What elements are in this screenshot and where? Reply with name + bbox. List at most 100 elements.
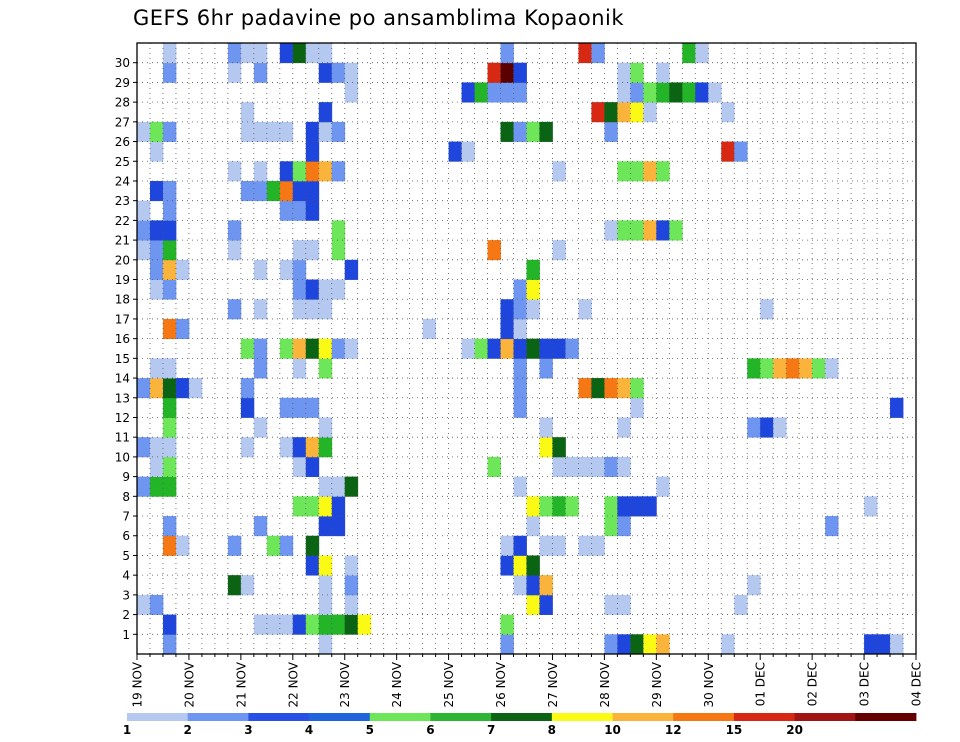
heat-cell xyxy=(630,397,644,418)
heat-cell xyxy=(643,496,657,517)
heat-cell xyxy=(305,141,320,162)
heat-cell xyxy=(721,102,735,123)
heat-cell xyxy=(292,200,307,221)
heat-cell xyxy=(292,338,307,359)
heat-cell xyxy=(565,496,579,517)
heat-cell xyxy=(669,82,683,103)
heat-cell xyxy=(500,634,514,655)
heat-cell xyxy=(137,240,151,261)
heat-cell xyxy=(630,62,644,83)
heat-cell xyxy=(526,555,540,576)
heat-cell xyxy=(292,456,307,478)
heat-cell xyxy=(240,121,255,142)
y-tick-label: 2 xyxy=(122,608,130,622)
legend-swatch xyxy=(187,713,249,721)
legend-label: 3 xyxy=(244,723,252,737)
y-tick-label: 18 xyxy=(115,293,130,307)
heat-cell xyxy=(292,240,307,261)
x-tick-label: 21 NOV xyxy=(234,661,248,707)
heat-cell xyxy=(630,102,644,123)
heat-cell xyxy=(162,634,177,655)
heat-cell xyxy=(331,279,346,300)
legend-swatch xyxy=(309,713,371,721)
legend-swatch xyxy=(369,713,431,721)
heat-cell xyxy=(552,338,566,359)
heat-cell xyxy=(175,535,190,556)
heat-cell xyxy=(500,535,514,556)
heat-cell xyxy=(227,62,242,83)
y-tick-label: 14 xyxy=(115,372,130,386)
heat-cell xyxy=(240,397,255,418)
heat-cell xyxy=(617,378,631,399)
heat-cell xyxy=(526,299,540,320)
heat-cell xyxy=(643,102,657,123)
heat-cell xyxy=(240,378,255,399)
heat-cell xyxy=(266,614,281,635)
heat-cell xyxy=(292,180,307,202)
y-tick-label: 19 xyxy=(115,273,130,287)
heat-cell xyxy=(513,575,527,596)
heat-cell xyxy=(279,338,294,359)
heat-cell xyxy=(227,575,242,596)
heat-cell xyxy=(279,437,294,458)
heat-cell xyxy=(682,43,696,64)
heat-cell xyxy=(578,378,592,399)
heat-cell xyxy=(305,161,320,182)
heat-cell xyxy=(318,121,333,142)
y-tick-label: 27 xyxy=(115,115,130,129)
heat-cell xyxy=(617,456,631,478)
heat-cell xyxy=(500,43,514,64)
heat-cell xyxy=(305,180,320,202)
heat-cell xyxy=(617,594,631,615)
heat-cell xyxy=(604,634,618,655)
x-tick-label: 02 DEC xyxy=(806,662,820,706)
legend-label: 7 xyxy=(487,723,495,737)
heat-cell xyxy=(162,437,177,458)
x-tick-label: 27 NOV xyxy=(546,661,560,707)
heat-cell xyxy=(461,338,475,359)
heat-cell xyxy=(318,496,333,517)
x-tick-label: 01 DEC xyxy=(754,662,768,706)
heat-cell xyxy=(318,594,333,615)
heat-cell xyxy=(318,43,333,64)
heat-cell xyxy=(305,555,320,576)
legend-swatch xyxy=(612,713,674,721)
heat-cell xyxy=(279,43,294,64)
heat-cell xyxy=(162,180,177,202)
heat-cell xyxy=(149,456,164,478)
heat-cell xyxy=(656,62,670,83)
heat-cell xyxy=(357,614,372,635)
heat-cell xyxy=(279,180,294,202)
heat-cell xyxy=(500,338,514,359)
heat-cell xyxy=(539,121,553,142)
y-tick-label: 21 xyxy=(115,234,130,248)
heat-cell xyxy=(747,358,761,379)
heat-cell xyxy=(292,358,307,379)
heat-cell xyxy=(526,279,540,300)
heat-cell xyxy=(253,62,268,83)
heat-cell xyxy=(617,634,631,655)
heat-cell xyxy=(149,437,164,458)
heat-cell xyxy=(500,121,514,142)
heat-cell xyxy=(604,121,618,142)
y-tick-label: 23 xyxy=(115,194,130,208)
heat-cell xyxy=(137,200,151,221)
heat-cell xyxy=(162,614,177,635)
heat-cell xyxy=(305,614,320,635)
heat-cell xyxy=(630,220,644,241)
heat-cell xyxy=(643,161,657,182)
heat-cell xyxy=(162,220,177,241)
heat-cell xyxy=(253,180,268,202)
heat-cell xyxy=(305,240,320,261)
heat-cell xyxy=(344,338,359,359)
y-tick-label: 12 xyxy=(115,411,130,425)
heat-cell xyxy=(162,121,177,142)
heat-cell xyxy=(344,594,359,615)
x-tick-label: 03 DEC xyxy=(858,662,872,706)
heat-cell xyxy=(513,476,527,497)
heat-cell xyxy=(331,121,346,142)
heat-cell xyxy=(513,555,527,576)
heat-cell xyxy=(513,397,527,418)
y-tick-label: 22 xyxy=(115,214,130,228)
heat-cell xyxy=(253,259,268,280)
